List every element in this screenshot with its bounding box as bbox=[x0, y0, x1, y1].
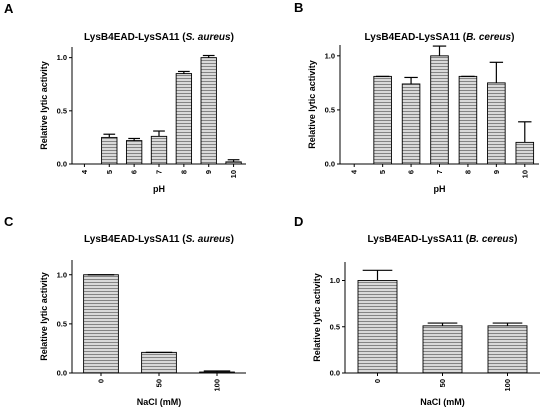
chart-title: LysB4EAD-LysSA11 (S. aureus) bbox=[84, 32, 234, 43]
chart-panel-B: B LysB4EAD-LysSA11 (B. cereus) 0.0 0.5 1.0 Re… bbox=[294, 0, 539, 194]
y-tick-label: 0.5 bbox=[330, 322, 340, 331]
x-tick-label: 4 bbox=[350, 169, 359, 174]
x-tick-label: 9 bbox=[492, 170, 501, 174]
y-tick-label: 1.0 bbox=[57, 53, 67, 62]
bar-8 bbox=[458, 75, 478, 165]
bar-100 bbox=[487, 325, 528, 374]
y-tick-label: 0.5 bbox=[57, 319, 67, 328]
y-tick-label: 0.5 bbox=[325, 106, 335, 115]
panel-letter: A bbox=[4, 1, 14, 16]
x-axis-label: pH bbox=[434, 184, 446, 194]
panel-letter: B bbox=[294, 0, 303, 15]
x-tick-label: 6 bbox=[130, 170, 139, 174]
x-tick-label: 100 bbox=[503, 379, 512, 392]
x-axis-label: pH bbox=[153, 184, 165, 194]
bar-6 bbox=[125, 140, 143, 165]
panel-letter: C bbox=[4, 214, 14, 229]
chart-panel-D: D LysB4EAD-LysSA11 (B. cereus) 0.0 0.5 1.0 Re… bbox=[294, 214, 540, 407]
x-axis-label: NaCl (mM) bbox=[137, 397, 182, 407]
bar-50 bbox=[422, 325, 463, 374]
y-tick-label: 1.0 bbox=[57, 270, 67, 279]
x-tick-label: 4 bbox=[80, 169, 89, 174]
bar-6 bbox=[401, 83, 421, 165]
chart-panel-A: A LysB4EAD-LysSA11 (S. aureus) 0.0 0.5 1.0 Re… bbox=[4, 1, 246, 194]
y-tick-label: 0.0 bbox=[325, 160, 335, 169]
x-tick-label: 6 bbox=[407, 170, 416, 174]
x-tick-label: 5 bbox=[105, 170, 114, 174]
x-tick-label: 50 bbox=[155, 379, 164, 387]
bar-0 bbox=[83, 274, 119, 374]
x-tick-label: 9 bbox=[204, 170, 213, 174]
chart-title: LysB4EAD-LysSA11 (B. cereus) bbox=[368, 234, 518, 245]
bar-0 bbox=[357, 280, 398, 374]
chart-title: LysB4EAD-LysSA11 (B. cereus) bbox=[365, 32, 515, 43]
x-tick-label: 7 bbox=[155, 170, 164, 174]
y-axis-label: Relative lytic activity bbox=[39, 272, 49, 361]
bar-10 bbox=[225, 161, 242, 165]
bar-7 bbox=[430, 55, 449, 165]
x-tick-label: 100 bbox=[213, 379, 222, 392]
bar-9 bbox=[200, 57, 217, 165]
panel-letter: D bbox=[294, 214, 303, 229]
x-tick-label: 0 bbox=[373, 379, 382, 383]
y-tick-label: 0.0 bbox=[330, 369, 340, 378]
x-tick-label: 10 bbox=[229, 170, 238, 178]
x-tick-label: 8 bbox=[179, 170, 188, 174]
bar-5 bbox=[373, 75, 392, 165]
bar-100 bbox=[199, 371, 235, 374]
bar-7 bbox=[150, 135, 168, 165]
bar-5 bbox=[101, 136, 118, 165]
y-tick-label: 1.0 bbox=[325, 51, 335, 60]
y-axis-label: Relative lytic activity bbox=[312, 273, 322, 362]
y-tick-label: 1.0 bbox=[330, 276, 340, 285]
x-tick-label: 0 bbox=[97, 379, 106, 383]
y-axis-label: Relative lytic activity bbox=[39, 61, 49, 150]
x-tick-label: 5 bbox=[378, 170, 387, 174]
y-tick-label: 0.0 bbox=[57, 369, 67, 378]
bar-10 bbox=[515, 141, 535, 165]
x-tick-label: 50 bbox=[438, 379, 447, 387]
y-tick-label: 0.5 bbox=[57, 106, 67, 115]
x-tick-label: 8 bbox=[463, 170, 472, 174]
bar-50 bbox=[141, 351, 177, 374]
bar-8 bbox=[175, 73, 193, 165]
x-tick-label: 10 bbox=[520, 170, 529, 178]
x-tick-label: 7 bbox=[435, 170, 444, 174]
bar-9 bbox=[487, 82, 506, 165]
y-tick-label: 0.0 bbox=[57, 160, 67, 169]
chart-panel-C: C LysB4EAD-LysSA11 (S. aureus) 0.0 0.5 1.0 Re… bbox=[4, 214, 246, 407]
y-axis-label: Relative lytic activity bbox=[307, 60, 317, 149]
x-axis-label: NaCl (mM) bbox=[420, 397, 465, 407]
chart-title: LysB4EAD-LysSA11 (S. aureus) bbox=[84, 234, 234, 245]
